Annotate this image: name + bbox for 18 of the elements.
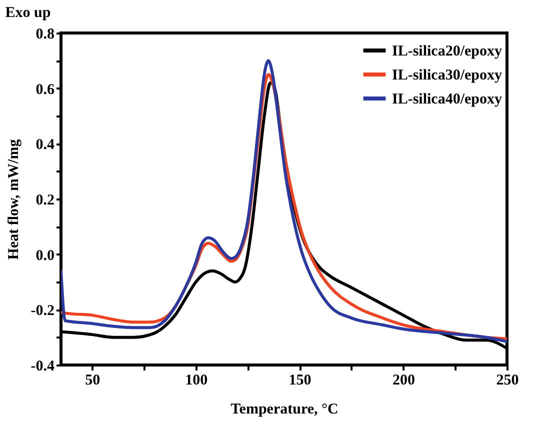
y-tick-label: 0.2 (36, 192, 54, 208)
x-tick-label: 100 (185, 372, 208, 388)
x-axis-title: Temperature, °C (230, 402, 338, 418)
y-tick-label: -0.2 (30, 303, 54, 320)
legend-label: IL-silica30/epoxy (392, 68, 502, 84)
x-tick-label: 50 (85, 372, 100, 388)
x-tick-label: 250 (496, 372, 519, 388)
y-tick-label: 0.0 (36, 248, 54, 264)
y-tick-label: -0.4 (30, 358, 55, 374)
y-axis-title: Heat flow, mW/mg (6, 138, 22, 260)
y-tick-label: 0.4 (36, 137, 55, 154)
text: Exo up (5, 5, 51, 21)
y-tick-label: 0.6 (36, 82, 55, 98)
legend-label: IL-silica20/epoxy (392, 44, 502, 60)
legend-label: IL-silica40/epoxy (392, 92, 502, 108)
x-tick-label: 150 (288, 372, 312, 388)
x-tick-label: 200 (392, 372, 416, 388)
y-tick-label: 0.8 (36, 26, 54, 42)
